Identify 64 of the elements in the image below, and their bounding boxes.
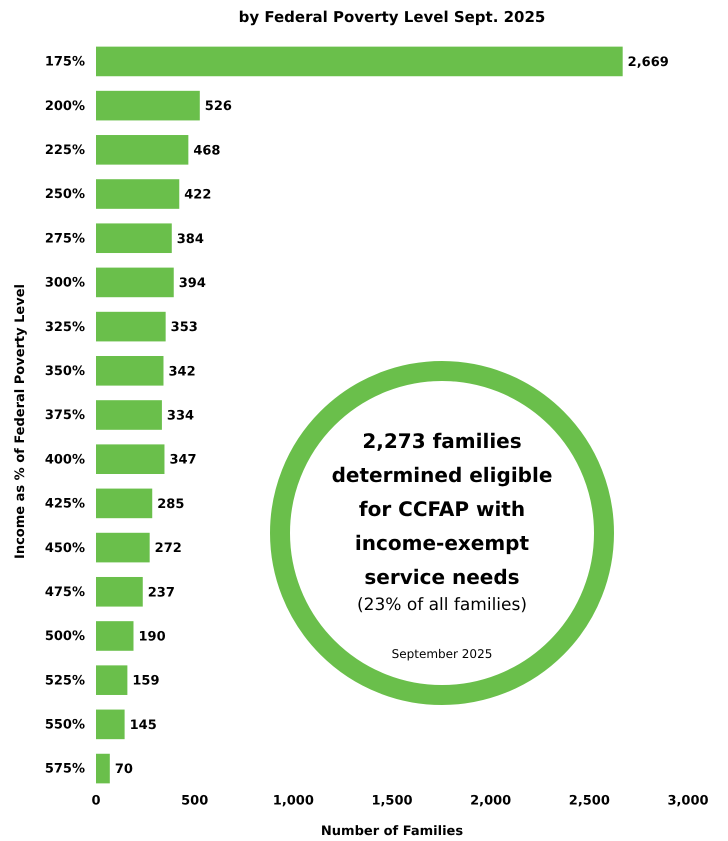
x-tick-label: 2,500 bbox=[568, 794, 610, 809]
data-label: 342 bbox=[168, 364, 196, 380]
x-tick-label: 500 bbox=[181, 794, 208, 809]
y-tick-label: 225% bbox=[44, 142, 85, 158]
bar bbox=[96, 400, 162, 430]
annotation: 2,273 families determined eligible for CCFAP with income-exempt service needs bbox=[332, 429, 552, 589]
bar bbox=[96, 90, 200, 120]
bar bbox=[96, 621, 134, 651]
annotation: (23% of all families) bbox=[357, 595, 527, 615]
data-label: 2,669 bbox=[628, 54, 669, 70]
x-tick-label: 0 bbox=[91, 794, 101, 809]
bar bbox=[96, 576, 143, 607]
data-label: 237 bbox=[148, 585, 175, 600]
data-label: 145 bbox=[130, 718, 157, 733]
y-tick-label: 525% bbox=[44, 673, 85, 688]
y-tick-label: 275% bbox=[44, 231, 85, 246]
bar bbox=[96, 488, 152, 518]
data-label: 285 bbox=[157, 496, 184, 512]
y-tick-label: 250% bbox=[44, 187, 85, 202]
y-tick-label: 175% bbox=[44, 54, 85, 70]
annotation: September 2025 bbox=[392, 647, 492, 661]
data-label: 334 bbox=[166, 408, 194, 424]
data-label: 384 bbox=[176, 232, 204, 247]
bar bbox=[96, 710, 125, 740]
bar bbox=[96, 46, 623, 76]
bar bbox=[96, 268, 174, 298]
y-tick-label: 200% bbox=[44, 98, 85, 114]
data-label: 422 bbox=[184, 188, 212, 203]
bar bbox=[96, 135, 188, 165]
bar bbox=[96, 312, 166, 342]
bar bbox=[96, 665, 128, 695]
x-axis-title: Number of Families bbox=[320, 824, 464, 839]
data-label: 347 bbox=[169, 452, 197, 468]
y-tick-label: 400% bbox=[44, 452, 85, 468]
data-label: 190 bbox=[138, 630, 166, 645]
data-label: 468 bbox=[193, 143, 220, 158]
y-tick-label: 500% bbox=[44, 629, 85, 644]
data-label: 159 bbox=[132, 674, 160, 689]
y-tick-label: 575% bbox=[44, 762, 85, 777]
y-tick-label: 300% bbox=[44, 276, 85, 291]
y-tick-label: 425% bbox=[44, 496, 85, 512]
y-tick-label: 375% bbox=[44, 408, 85, 424]
x-tick-label: 1,000 bbox=[272, 794, 314, 809]
bar bbox=[96, 444, 164, 474]
bar bbox=[96, 223, 172, 254]
x-tick-label: 2,000 bbox=[470, 794, 512, 809]
data-label: 526 bbox=[204, 99, 232, 114]
y-tick-label: 325% bbox=[44, 320, 85, 335]
chart-title: by Federal Poverty Level Sept. 2025 bbox=[238, 8, 546, 26]
bar bbox=[96, 532, 150, 562]
x-tick-label: 3,000 bbox=[667, 794, 709, 809]
y-axis-title: Income as % of Federal Poverty Level bbox=[13, 284, 28, 559]
x-tick-label: 1,500 bbox=[371, 794, 413, 809]
bar bbox=[96, 754, 110, 784]
y-tick-label: 350% bbox=[44, 364, 85, 379]
bar bbox=[96, 356, 164, 386]
data-label: 353 bbox=[170, 320, 198, 336]
data-label: 394 bbox=[178, 276, 206, 291]
y-tick-label: 550% bbox=[44, 718, 85, 733]
bar bbox=[96, 179, 180, 209]
data-label: 70 bbox=[114, 762, 133, 778]
data-label: 272 bbox=[154, 541, 182, 556]
y-tick-label: 475% bbox=[44, 584, 85, 600]
y-tick-label: 450% bbox=[44, 540, 85, 556]
